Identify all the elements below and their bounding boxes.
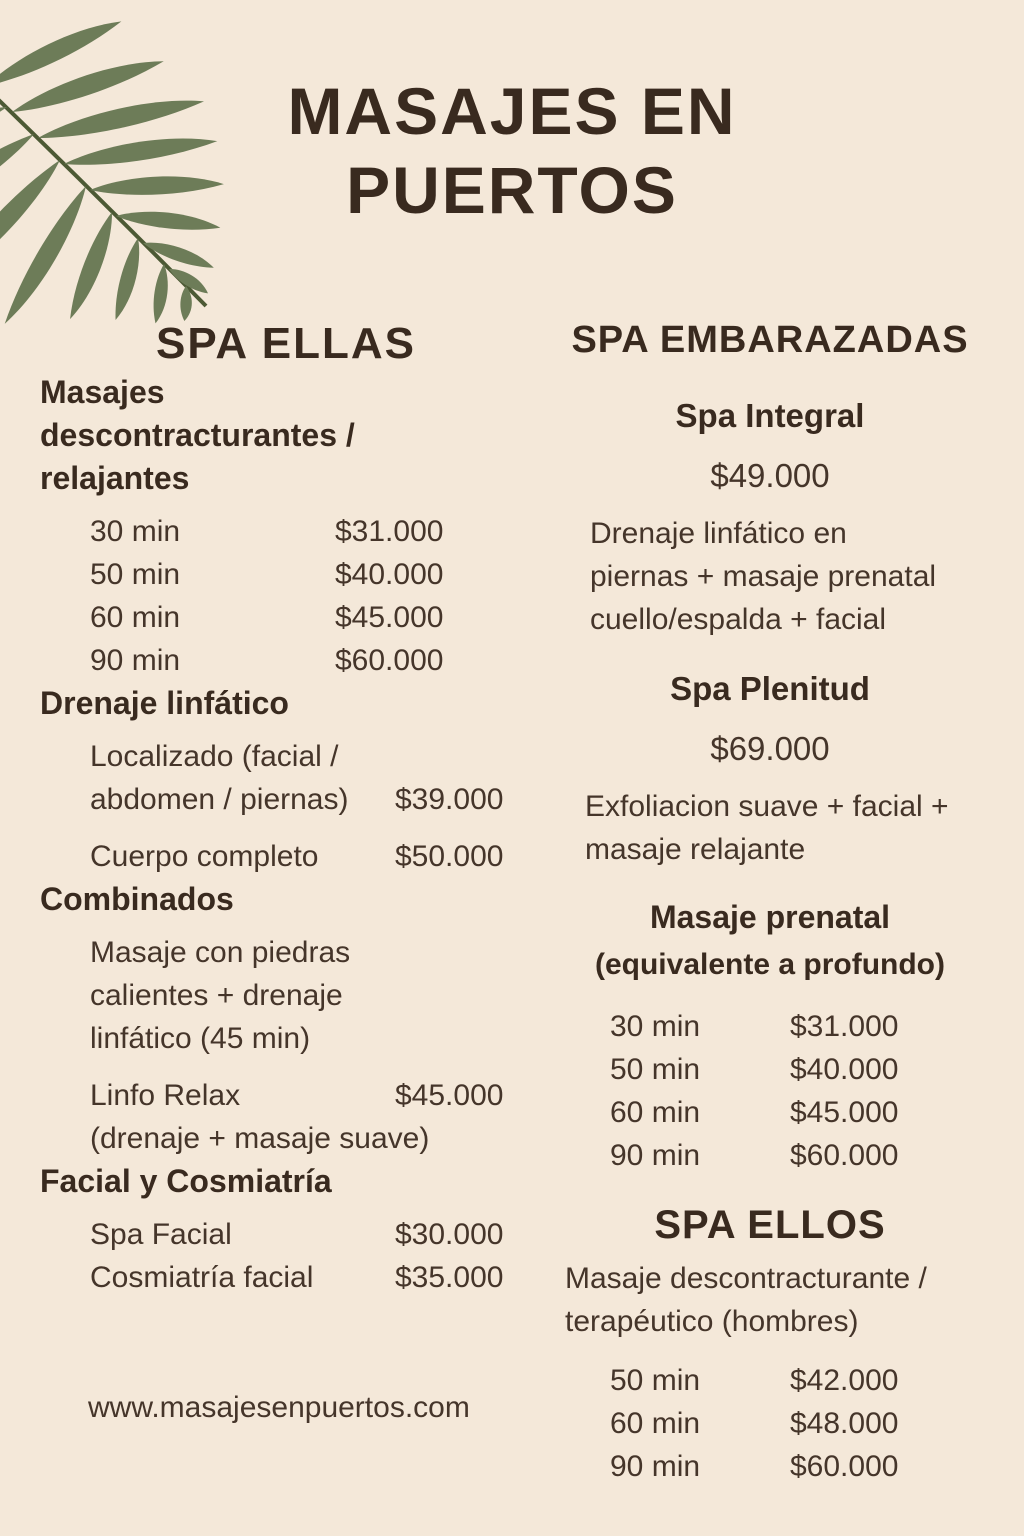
price-value: $60.000 [790,1138,899,1172]
page-title: MASAJES EN PUERTOS [0,72,1024,230]
spa-ellas-heading: SPA ELLAS [155,319,417,368]
duration-label: 60 min [610,1406,701,1440]
price-value: $45.000 [395,1078,504,1112]
spa-ellos-price-table: 50 min $42.000 60 min $48.000 90 min $60… [552,1359,988,1488]
price-value: $39.000 [395,782,504,816]
descontracturantes-price-table: 30 min $31.000 50 min $40.000 60 min $45… [40,510,532,682]
duration-label: 50 min [90,557,181,591]
price-value: $45.000 [335,600,444,634]
service-row: Cuerpo completo $50.000 [40,835,532,878]
combinados-title: Combinados [40,880,234,917]
price-row: 50 min $40.000 [552,1048,988,1091]
spa-integral-price: $49.000 [710,456,830,494]
price-value: $40.000 [790,1052,899,1086]
masaje-prenatal-subtitle: (equivalente a profundo) [594,947,945,981]
duration-label: 50 min [610,1363,701,1397]
service-label: Linfo Relax [90,1078,241,1112]
descontracturantes-title: Masajes descontracturantes / relajantes [40,373,355,496]
service-label: Cosmiatría facial [90,1260,314,1294]
price-row: 30 min $31.000 [552,1005,988,1048]
price-value: $30.000 [395,1217,504,1251]
price-row: 90 min $60.000 [552,1445,988,1488]
price-row: 60 min $48.000 [552,1402,988,1445]
price-value: $31.000 [790,1009,899,1043]
service-note: (drenaje + masaje suave) [90,1121,430,1155]
duration-label: 30 min [610,1009,701,1043]
price-value: $60.000 [790,1449,899,1483]
price-row: 90 min $60.000 [552,1134,988,1177]
price-row: 60 min $45.000 [552,1091,988,1134]
masaje-prenatal-title: Masaje prenatal [649,898,891,935]
price-row: 60 min $45.000 [40,596,532,639]
duration-label: 90 min [610,1449,701,1483]
spa-integral-description: Drenaje linfático en piernas + masaje pr… [590,516,937,636]
duration-label: 30 min [90,514,181,548]
service-row: Spa Facial $30.000 [40,1213,532,1256]
drenaje-title: Drenaje linfático [40,684,289,721]
prenatal-price-table: 30 min $31.000 50 min $40.000 60 min $45… [552,1005,988,1177]
price-value: $45.000 [790,1095,899,1129]
price-row: 90 min $60.000 [40,639,532,682]
service-label: Cuerpo completo [90,839,319,873]
page-title-line1: MASAJES EN [287,74,737,148]
price-row: 50 min $40.000 [40,553,532,596]
spa-plenitud-title: Spa Plenitud [670,669,870,707]
price-value: $35.000 [395,1260,504,1294]
price-value: $50.000 [395,839,504,873]
duration-label: 90 min [90,643,181,677]
spa-ellas-column: SPA ELLAS Masajes descontracturantes / r… [40,318,532,1299]
duration-label: 60 min [610,1095,701,1129]
spa-embarazadas-heading: SPA EMBARAZADAS [571,319,969,361]
spa-ellos-heading: SPA ELLOS [654,1202,886,1247]
spa-plenitud-description: Exfoliacion suave + facial + masaje rela… [585,789,949,866]
spa-embarazadas-column: SPA EMBARAZADAS Spa Integral $49.000 Dre… [552,318,988,1488]
combinados-item: Masaje con piedras calientes + drenaje l… [90,935,351,1055]
duration-label: 90 min [610,1138,701,1172]
price-value: $42.000 [790,1363,899,1397]
page-title-line2: PUERTOS [346,153,678,228]
facial-title: Facial y Cosmiatría [40,1162,332,1199]
price-value: $48.000 [790,1406,899,1440]
palm-leaf-icon [0,12,225,330]
price-value: $40.000 [335,557,444,591]
price-row: 50 min $42.000 [552,1359,988,1402]
duration-label: 60 min [90,600,181,634]
spa-integral-title: Spa Integral [675,396,865,434]
service-row: Linfo Relax $45.000 [40,1074,532,1117]
duration-label: 50 min [610,1052,701,1086]
price-value: $31.000 [335,514,444,548]
service-label: Spa Facial [90,1217,232,1251]
price-value: $60.000 [335,643,444,677]
website-link[interactable]: www.masajesenpuertos.com [88,1391,470,1424]
spa-ellos-description: Masaje descontracturante / terapéutico (… [565,1261,927,1338]
spa-plenitud-price: $69.000 [710,729,830,767]
service-row: Cosmiatría facial $35.000 [40,1256,532,1299]
service-label: Localizado (facial / abdomen / piernas) [90,739,349,816]
service-row: Localizado (facial / abdomen / piernas) … [40,735,532,821]
price-row: 30 min $31.000 [40,510,532,553]
